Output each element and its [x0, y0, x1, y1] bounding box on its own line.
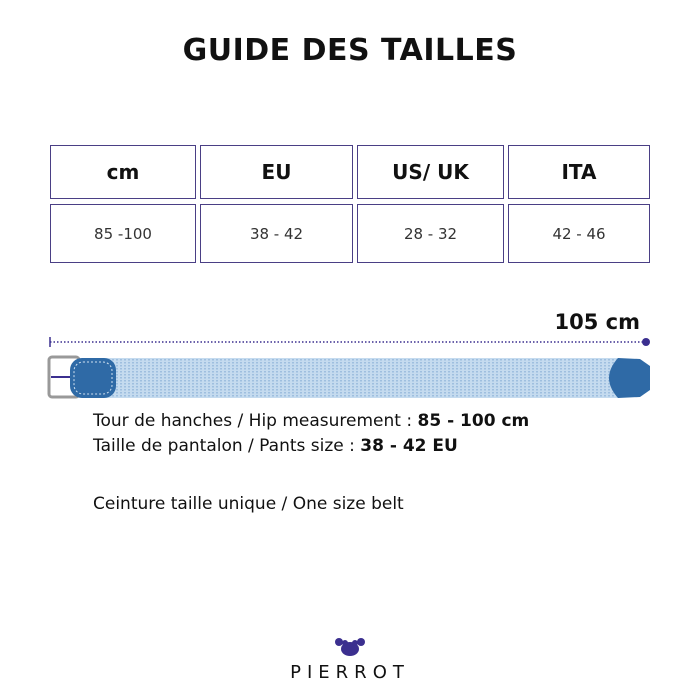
pants-value: 38 - 42 EU [360, 436, 458, 456]
cell-eu: 38 - 42 [200, 204, 353, 263]
hip-label: Tour de hanches / Hip measurement : [93, 411, 418, 431]
page-title: GUIDE DES TAILLES [182, 33, 518, 68]
belt-illustration [47, 337, 650, 399]
one-size-note: Ceinture taille unique / One size belt [93, 494, 404, 514]
header-eu: EU [200, 145, 353, 199]
belt-strap [100, 358, 620, 398]
length-end-dot [642, 338, 650, 346]
cell-us-uk: 28 - 32 [357, 204, 504, 263]
belt-length-label: 105 cm [554, 310, 640, 334]
header-cm: cm [50, 145, 196, 199]
cell-cm: 85 -100 [50, 204, 196, 263]
pants-size: Taille de pantalon / Pants size : 38 - 4… [93, 436, 458, 456]
pants-label: Taille de pantalon / Pants size : [93, 436, 361, 456]
belt-leather-end [70, 358, 116, 398]
cell-ita: 42 - 46 [508, 204, 650, 263]
hip-measurement: Tour de hanches / Hip measurement : 85 -… [93, 411, 529, 431]
header-ita: ITA [508, 145, 650, 199]
frog-logo-icon [335, 638, 365, 656]
hip-value: 85 - 100 cm [417, 411, 530, 431]
belt-tip [609, 358, 650, 398]
header-us-uk: US/ UK [357, 145, 504, 199]
brand-name: PIERROT [290, 662, 410, 683]
